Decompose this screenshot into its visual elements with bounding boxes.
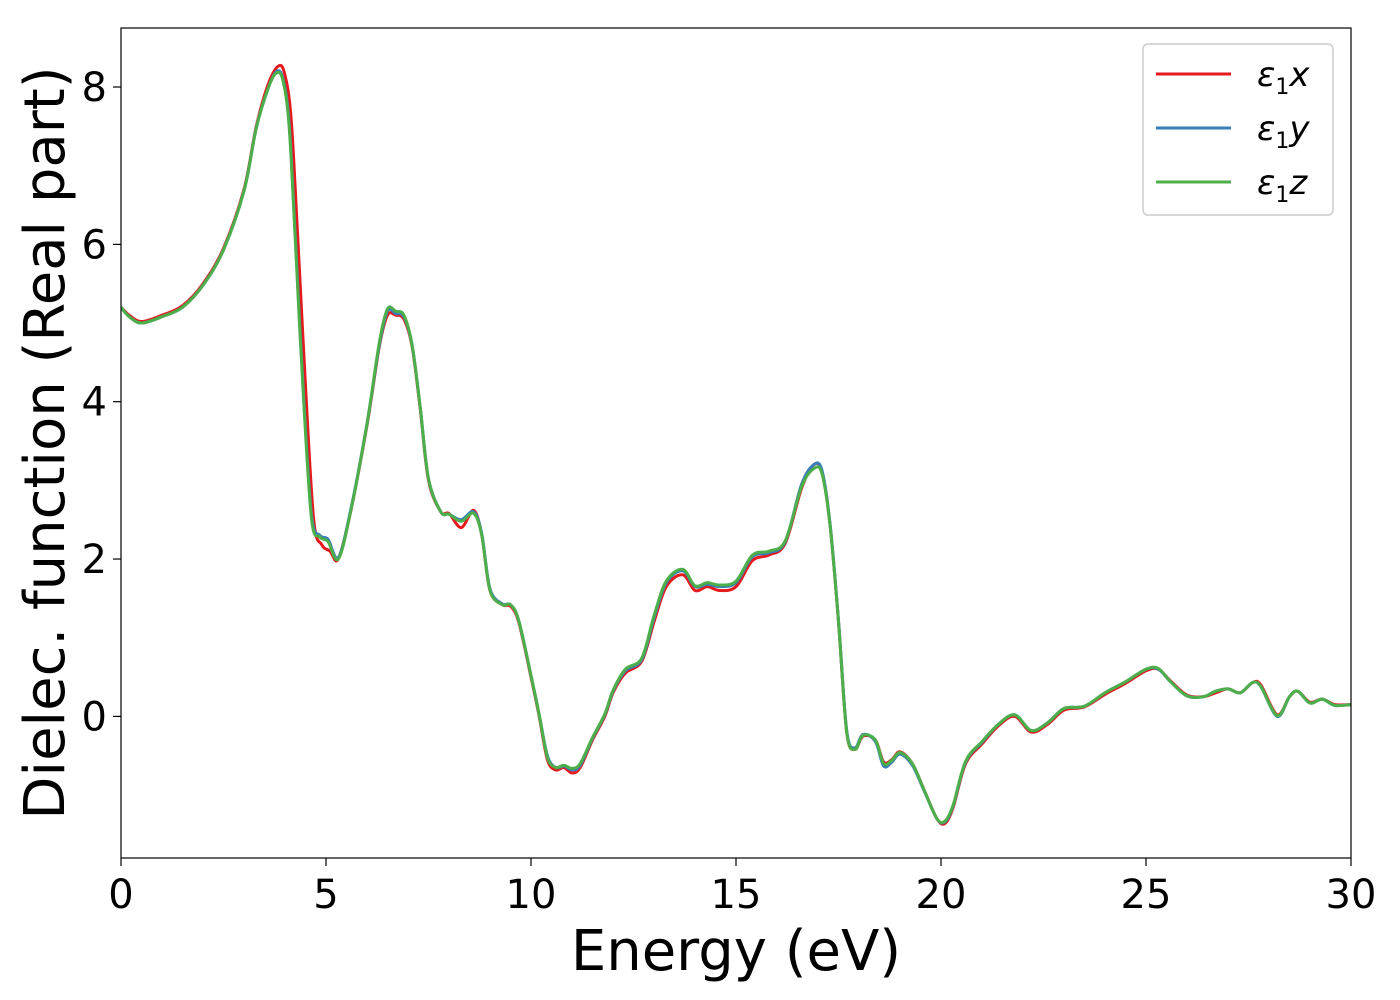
legend-label-y: ε1y — [1257, 109, 1310, 154]
x-tick-label: 15 — [711, 872, 762, 918]
x-tick-label: 10 — [506, 872, 557, 918]
y-tick-label: 2 — [82, 537, 107, 583]
x-tick-label: 0 — [108, 872, 133, 918]
y-tick-label: 4 — [82, 380, 107, 426]
series-layer — [121, 63, 1351, 826]
y-tick-label: 0 — [82, 694, 107, 740]
legend-label-z: ε1z — [1257, 163, 1308, 208]
x-tick-label: 5 — [313, 872, 338, 918]
legend: ε1x ε1y ε1z — [1142, 43, 1334, 216]
x-tick-label: 20 — [916, 872, 967, 918]
y-tick-label: 8 — [82, 65, 107, 111]
y-axis-ticks: 0 2 4 6 8 — [82, 65, 121, 740]
y-axis-label: Dielec. function (Real part) — [13, 66, 78, 819]
x-tick-label: 30 — [1326, 872, 1377, 918]
x-axis-label: Energy (eV) — [571, 919, 901, 984]
y-tick-label: 6 — [82, 222, 107, 268]
legend-box — [1142, 43, 1334, 216]
x-axis-ticks: 0 5 10 15 20 25 30 — [108, 858, 1376, 918]
x-tick-label: 25 — [1121, 872, 1172, 918]
series-line-z — [121, 70, 1351, 825]
legend-label-x: ε1x — [1257, 55, 1310, 100]
